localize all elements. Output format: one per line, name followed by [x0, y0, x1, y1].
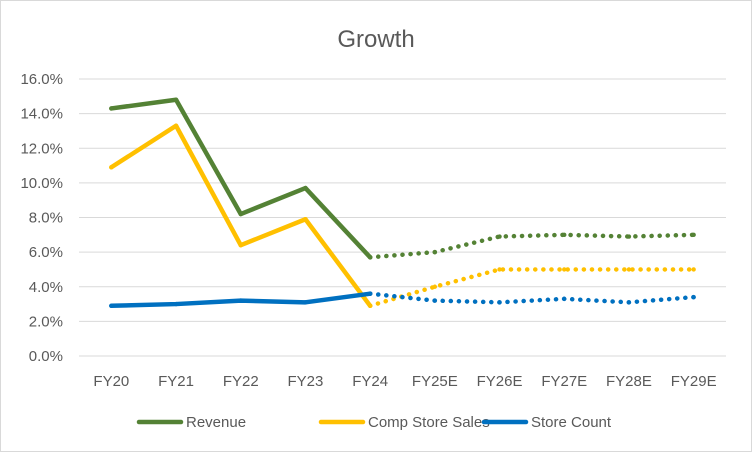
x-axis-ticks: FY20 FY21 FY22 FY23 FY24 FY25E FY26E FY27E FY28E… [93, 373, 716, 390]
data-point [497, 300, 502, 305]
series-revenue [109, 97, 696, 260]
legend-label: Store Count [531, 414, 612, 431]
x-tick-label: FY28E [606, 373, 652, 390]
data-point [562, 267, 567, 272]
data-point [109, 106, 114, 111]
data-point [303, 185, 308, 191]
series-line-actual [109, 97, 373, 260]
data-point [497, 234, 502, 239]
data-point [691, 294, 696, 300]
chart-title: Growth [337, 26, 414, 53]
y-tick-label: 8.0% [29, 210, 63, 227]
series-line-estimate [367, 267, 696, 309]
data-point [238, 211, 243, 217]
x-tick-label: FY20 [93, 373, 129, 390]
data-point [173, 301, 179, 307]
data-point [691, 232, 696, 238]
data-point [432, 284, 438, 289]
data-point [691, 267, 696, 272]
data-point [626, 267, 632, 272]
data-point [562, 232, 567, 238]
y-tick-label: 6.0% [29, 244, 63, 261]
x-tick-label: FY23 [288, 373, 324, 390]
y-tick-label: 16.0% [20, 71, 63, 88]
x-tick-label: FY21 [158, 373, 194, 390]
data-point [238, 298, 243, 303]
x-tick-label: FY27E [541, 373, 587, 390]
y-tick-label: 10.0% [20, 175, 63, 192]
series-line-estimate [367, 232, 696, 260]
series-line-estimate [367, 291, 696, 305]
legend: Revenue Comp Store Sales Store Count [136, 414, 612, 431]
data-point [367, 303, 373, 308]
data-point [626, 300, 632, 305]
data-point [367, 291, 373, 296]
y-tick-label: 4.0% [29, 279, 63, 296]
x-tick-label: FY22 [223, 373, 259, 390]
data-point [562, 296, 567, 302]
y-tick-label: 2.0% [29, 313, 63, 330]
legend-label: Comp Store Sales [368, 414, 490, 431]
data-point [497, 267, 502, 272]
x-tick-label: FY25E [412, 373, 458, 390]
series-store-count [109, 291, 696, 309]
data-point [109, 303, 114, 308]
data-point [432, 249, 438, 255]
y-tick-label: 0.0% [29, 348, 63, 365]
x-tick-label: FY29E [671, 373, 717, 390]
y-axis-ticks: 0.0% 2.0% 4.0% 6.0% 8.0% 10.0% 12.0% 14.0% 16.0% [20, 71, 63, 365]
x-tick-label: FY26E [477, 373, 523, 390]
data-point [173, 97, 179, 102]
x-tick-label: FY24 [352, 373, 388, 390]
gridlines [79, 78, 726, 357]
data-point [626, 234, 632, 239]
data-point [303, 300, 308, 305]
legend-label: Revenue [186, 414, 246, 431]
data-point [367, 255, 373, 260]
data-point [238, 243, 243, 248]
y-tick-label: 14.0% [20, 106, 63, 123]
y-tick-label: 12.0% [20, 140, 63, 157]
series-lines [109, 97, 696, 309]
data-point [432, 298, 438, 303]
data-point [173, 123, 179, 128]
data-point [109, 165, 114, 170]
series-comp-store-sales [109, 123, 696, 309]
data-point [303, 217, 308, 222]
